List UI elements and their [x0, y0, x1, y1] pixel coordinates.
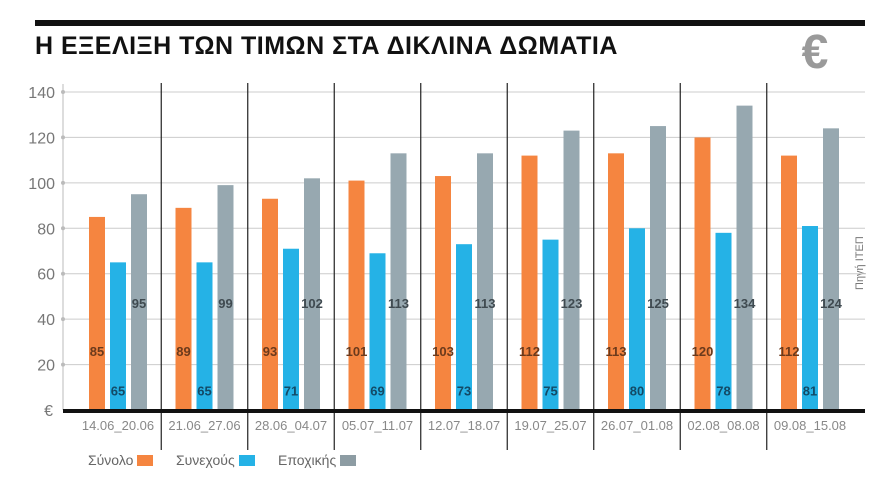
data-label: 103	[432, 344, 454, 359]
data-label: 113	[388, 296, 409, 311]
bar-seasonal	[563, 130, 580, 410]
legend-label: Συνεχούς	[176, 452, 235, 468]
legend-item-seasonal: Εποχικής	[278, 452, 357, 468]
y-tick-dot	[61, 226, 65, 231]
y-tick-label: 60	[37, 267, 55, 284]
bar-total	[694, 137, 711, 410]
x-axis-line	[63, 409, 865, 413]
data-label: 85	[90, 344, 104, 359]
bar-continuous	[542, 239, 559, 410]
bar-continuous	[369, 253, 386, 410]
legend-swatch	[340, 454, 357, 466]
bar-seasonal	[390, 153, 407, 411]
legend-item-continuous: Συνεχούς	[176, 452, 255, 468]
bar-seasonal	[477, 153, 493, 411]
data-label: 134	[734, 296, 756, 311]
bar-total	[435, 176, 451, 410]
top-rule	[35, 20, 865, 26]
bar-continuous	[456, 244, 472, 410]
data-label: 65	[197, 384, 211, 399]
bar-seasonal	[304, 178, 320, 410]
data-label: 71	[284, 384, 298, 399]
x-tick-label: 14.06_20.06	[82, 418, 154, 433]
legend-swatch	[238, 454, 255, 466]
bar-total	[608, 153, 624, 411]
data-label: 102	[301, 296, 323, 311]
data-label: 73	[457, 384, 471, 399]
y-tick-label: 140	[28, 85, 55, 102]
legend-item-total: Σύνολο	[88, 452, 154, 468]
y-tick-label: 40	[37, 312, 55, 329]
bar-continuous	[715, 232, 732, 410]
data-label: 65	[111, 384, 125, 399]
x-tick-label: 02.08_08.08	[687, 418, 759, 433]
data-label: 75	[543, 384, 557, 399]
data-label: 95	[132, 296, 146, 311]
y-tick-dot	[61, 362, 65, 367]
data-label: 101	[346, 344, 368, 359]
chart-title: Η ΕΞΕΛΙΞΗ ΤΩΝ ΤΙΜΩΝ ΣΤΑ ΔΙΚΛΙΝΑ ΔΩΜΑΤΙΑ	[35, 32, 618, 60]
y-tick-dot	[61, 90, 65, 94]
legend-swatch	[137, 454, 154, 466]
data-label: 112	[779, 344, 800, 359]
y-unit-label: €	[44, 403, 53, 420]
data-label: 113	[475, 296, 496, 311]
y-tick-label: 20	[37, 358, 55, 375]
euro-icon: €	[801, 26, 829, 79]
data-label: 112	[519, 344, 540, 359]
legend-label: Εποχικής	[278, 452, 337, 468]
data-label: 78	[716, 384, 730, 399]
legend-label: Σύνολο	[88, 452, 134, 468]
data-label: 80	[630, 384, 644, 399]
bar-continuous	[283, 248, 299, 410]
data-label: 125	[647, 296, 669, 311]
y-tick-dot	[61, 317, 65, 322]
bar-seasonal	[217, 185, 234, 410]
x-tick-label: 05.07_11.07	[342, 418, 413, 433]
bar-seasonal	[131, 194, 147, 410]
bar-continuous	[196, 262, 213, 410]
bar-continuous	[802, 226, 818, 410]
bar-seasonal	[736, 105, 753, 410]
x-tick-label: 19.07_25.07	[514, 418, 586, 433]
bar-total	[175, 207, 192, 410]
data-label: 120	[692, 344, 714, 359]
bar-continuous	[110, 262, 126, 410]
bar-seasonal	[650, 126, 666, 411]
data-label: 93	[263, 344, 277, 359]
bar-total	[89, 216, 105, 410]
y-tick-dot	[61, 135, 65, 140]
bar-continuous	[629, 228, 645, 410]
x-tick-label: 28.06_04.07	[255, 418, 327, 433]
bar-seasonal	[823, 128, 839, 411]
y-tick-label: 120	[28, 130, 55, 147]
data-label: 89	[176, 344, 190, 359]
data-label: 69	[370, 384, 384, 399]
data-label: 81	[803, 384, 817, 399]
data-label: 123	[561, 296, 583, 311]
x-tick-label: 21.06_27.06	[168, 418, 240, 433]
bar-total	[348, 180, 365, 410]
x-tick-label: 26.07_01.08	[601, 418, 673, 433]
y-tick-label: 80	[37, 221, 55, 238]
bar-total	[781, 155, 797, 410]
bar-total	[262, 198, 278, 410]
y-tick-label: 100	[28, 176, 55, 193]
data-label: 124	[820, 296, 842, 311]
x-tick-label: 09.08_15.08	[774, 418, 846, 433]
data-label: 113	[606, 344, 627, 359]
y-tick-dot	[61, 271, 65, 276]
bar-total	[521, 155, 538, 410]
y-tick-dot	[61, 180, 65, 185]
data-label: 99	[218, 296, 232, 311]
x-tick-label: 12.07_18.07	[428, 418, 500, 433]
